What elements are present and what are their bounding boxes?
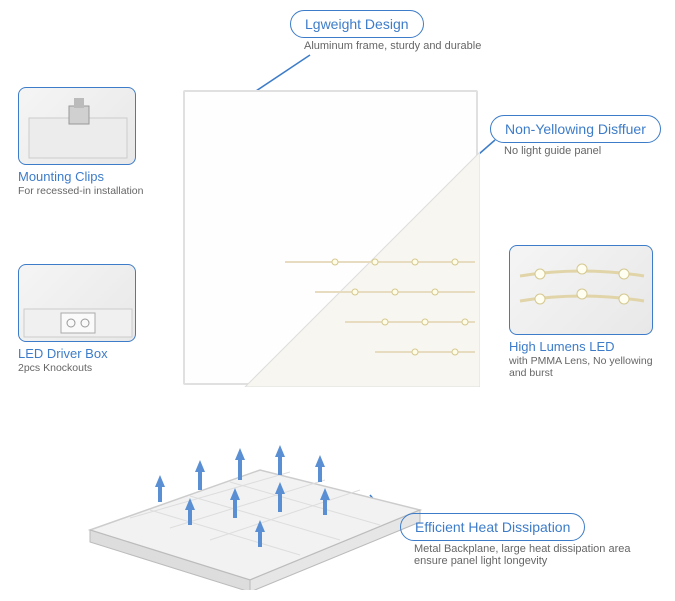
main-led-panel <box>183 90 478 385</box>
mounting-clips-block: Mounting Clips For recessed-in installat… <box>18 87 143 197</box>
lightweight-callout: Lgweight Design Aluminum frame, sturdy a… <box>290 10 481 52</box>
driver-sub: 2pcs Knockouts <box>18 362 136 374</box>
heat-title: Efficient Heat Dissipation <box>400 513 585 541</box>
lightweight-title: Lgweight Design <box>290 10 424 38</box>
heat-callout: Efficient Heat Dissipation Metal Backpla… <box>400 513 645 567</box>
lumens-title: High Lumens LED <box>509 339 659 354</box>
clips-title: Mounting Clips <box>18 169 143 184</box>
driver-block: LED Driver Box 2pcs Knockouts <box>18 264 136 374</box>
lumens-thumb <box>509 245 653 335</box>
heat-sub: Metal Backplane, large heat dissipation … <box>400 543 645 567</box>
diffuser-title: Non-Yellowing Disffuer <box>490 115 661 143</box>
driver-title: LED Driver Box <box>18 346 136 361</box>
lumens-sub: with PMMA Lens, No yellowing and burst <box>509 355 659 379</box>
diffuser-sub: No light guide panel <box>490 145 661 157</box>
mounting-clips-thumb <box>18 87 136 165</box>
clips-sub: For recessed-in installation <box>18 185 143 197</box>
heat-panel <box>60 420 430 595</box>
lightweight-sub: Aluminum frame, sturdy and durable <box>290 40 481 52</box>
diffuser-callout: Non-Yellowing Disffuer No light guide pa… <box>490 115 661 157</box>
driver-thumb <box>18 264 136 342</box>
lumens-block: High Lumens LED with PMMA Lens, No yello… <box>509 245 659 379</box>
